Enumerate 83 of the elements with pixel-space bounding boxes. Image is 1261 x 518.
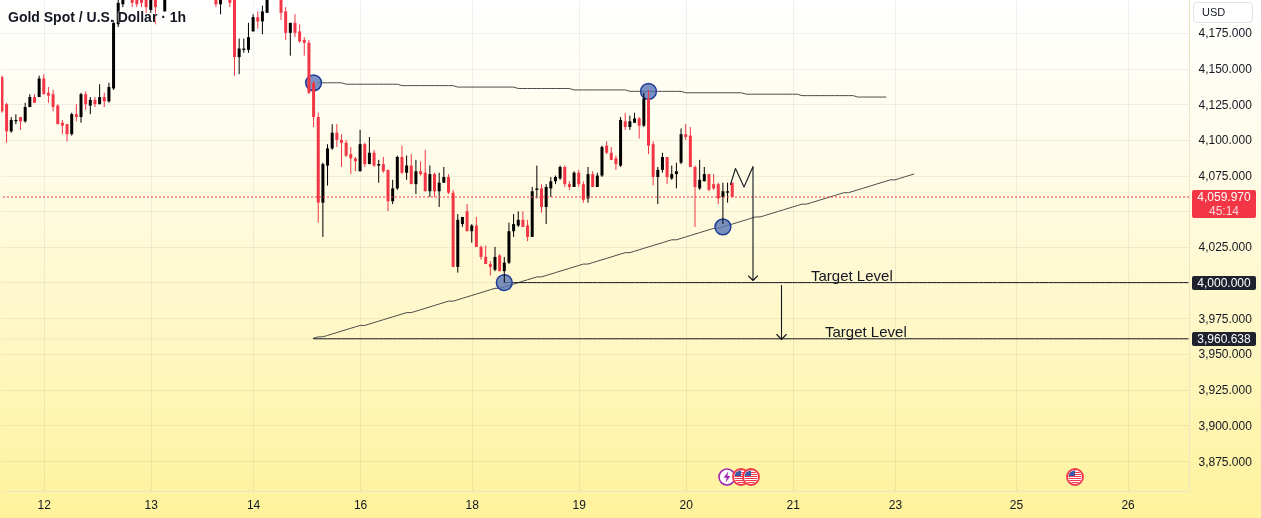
y-tick-label: 3,925.000 bbox=[1198, 383, 1253, 398]
candlestick bbox=[656, 166, 660, 205]
candlestick bbox=[335, 123, 339, 148]
candlestick bbox=[23, 102, 27, 124]
x-tick-label: 12 bbox=[37, 497, 52, 512]
candlestick bbox=[465, 203, 469, 232]
y-tick-label: 4,075.000 bbox=[1198, 169, 1253, 184]
y-tick-label: 3,960.638 bbox=[1192, 331, 1256, 346]
point bbox=[495, 273, 513, 292]
candlestick bbox=[391, 179, 395, 205]
candlestick bbox=[288, 22, 292, 57]
candlestick bbox=[493, 246, 497, 272]
candlestick bbox=[260, 5, 264, 35]
candlestick bbox=[363, 142, 367, 168]
candlestick bbox=[228, 0, 232, 8]
ref-line-label: 4,059.970 bbox=[1196, 190, 1252, 204]
candlestick bbox=[660, 152, 664, 174]
candlestick bbox=[298, 23, 302, 44]
y-tick-label: 3,975.000 bbox=[1198, 311, 1253, 326]
candlestick bbox=[512, 213, 516, 238]
annotation: Target Level bbox=[811, 266, 893, 284]
candlestick bbox=[674, 162, 678, 189]
y-tick-label: 4,100.000 bbox=[1198, 133, 1253, 148]
candlestick bbox=[107, 82, 111, 104]
candlestick bbox=[521, 210, 525, 228]
x-tick-label: 26 bbox=[1121, 497, 1136, 512]
y-tick-label: 3,950.000 bbox=[1198, 347, 1253, 362]
y-tick-label: 4,000.000 bbox=[1192, 275, 1256, 290]
candlestick bbox=[726, 182, 730, 204]
candlestick bbox=[302, 36, 306, 57]
line-series bbox=[313, 173, 915, 339]
candlestick bbox=[237, 38, 241, 75]
x-tick-label: 19 bbox=[572, 497, 587, 512]
candlestick bbox=[409, 153, 413, 185]
candlestick bbox=[405, 155, 409, 181]
candlestick bbox=[665, 156, 669, 185]
candlestick bbox=[544, 183, 548, 225]
candlestick bbox=[637, 116, 641, 139]
candlestick bbox=[474, 216, 478, 248]
candlestick bbox=[400, 145, 404, 175]
y-tick-label: 3,900.000 bbox=[1198, 418, 1253, 433]
x-tick-label: 14 bbox=[246, 497, 261, 512]
y-tick-label: 4,175.000 bbox=[1198, 26, 1253, 41]
candlestick bbox=[377, 159, 381, 184]
x-tick-label: 18 bbox=[465, 497, 480, 512]
candlestick bbox=[698, 159, 702, 191]
x-tick-label: 23 bbox=[888, 497, 903, 512]
candlestick bbox=[367, 136, 371, 165]
candlestick bbox=[446, 173, 450, 195]
y-tick-label: 4,150.000 bbox=[1198, 62, 1253, 77]
x-tick-label: 20 bbox=[679, 497, 694, 512]
candlestick bbox=[414, 159, 418, 195]
y-tick-label: 4,125.000 bbox=[1198, 97, 1253, 112]
candlestick bbox=[628, 115, 632, 131]
candlestick bbox=[428, 165, 432, 198]
candlestick bbox=[70, 112, 74, 137]
candlestick bbox=[330, 123, 334, 151]
candlestick bbox=[437, 172, 441, 208]
candlestick bbox=[526, 219, 530, 242]
candlestick bbox=[721, 182, 725, 225]
candlestick bbox=[423, 149, 427, 192]
candlestick bbox=[614, 155, 618, 171]
candlestick bbox=[502, 256, 506, 284]
candlestick bbox=[563, 165, 567, 188]
point bbox=[714, 218, 732, 236]
candlestick bbox=[349, 146, 353, 175]
x-tick-label: 16 bbox=[353, 497, 368, 512]
text: 45:14 bbox=[1208, 204, 1240, 218]
candlestick bbox=[93, 96, 97, 108]
y-axis-title: USD bbox=[1193, 2, 1253, 23]
y-tick-label: 3,875.000 bbox=[1198, 454, 1253, 469]
annotation: Target Level bbox=[825, 322, 907, 340]
x-tick-label: 21 bbox=[786, 497, 801, 512]
candlestick bbox=[535, 165, 539, 199]
candlestick bbox=[326, 143, 330, 187]
x-tick-label: 25 bbox=[1009, 497, 1024, 512]
candlestick bbox=[79, 92, 83, 124]
candlestick bbox=[84, 90, 88, 111]
candlestick bbox=[246, 22, 250, 54]
y-tick-label: 4,025.000 bbox=[1198, 240, 1253, 255]
x-tick-label: 13 bbox=[144, 497, 159, 512]
candlestick bbox=[339, 133, 343, 168]
candlestick bbox=[293, 13, 297, 38]
